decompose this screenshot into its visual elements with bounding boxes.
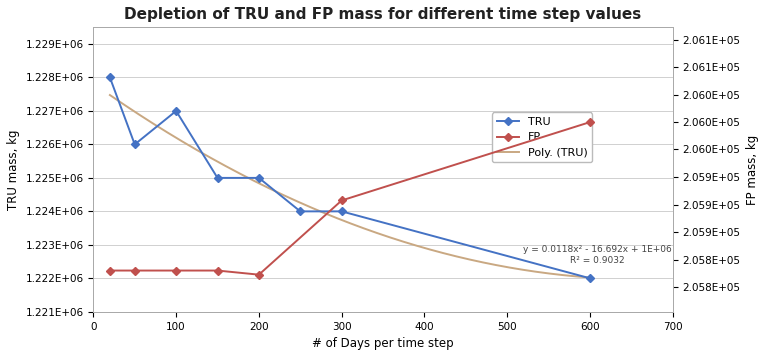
Title: Depletion of TRU and FP mass for different time step values: Depletion of TRU and FP mass for differe… [124, 7, 642, 22]
X-axis label: # of Days per time step: # of Days per time step [313, 337, 454, 350]
Legend: TRU, FP, Poly. (TRU): TRU, FP, Poly. (TRU) [492, 112, 592, 162]
Y-axis label: FP mass, kg: FP mass, kg [746, 134, 759, 205]
Text: y = 0.0118x² - 16.692x + 1E+06
R² = 0.9032: y = 0.0118x² - 16.692x + 1E+06 R² = 0.90… [523, 245, 672, 265]
Y-axis label: TRU mass, kg: TRU mass, kg [7, 129, 20, 210]
